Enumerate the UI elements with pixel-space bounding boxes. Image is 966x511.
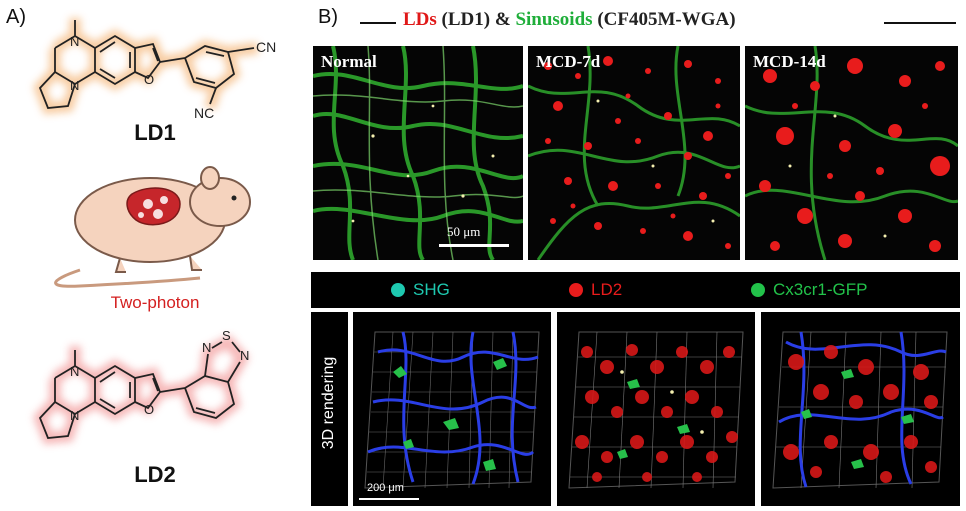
title-wga: (CF405M-WGA) — [592, 9, 736, 30]
render-mcd-7d-art — [568, 331, 744, 489]
ld2-label: LD2 — [134, 462, 176, 487]
ld1-n-ring: N — [70, 78, 79, 93]
ld1-oxygen: O — [144, 72, 154, 87]
two-photon-caption: Two-photon — [110, 293, 200, 312]
legend-gfp-label: Cx3cr1-GFP — [773, 280, 868, 299]
render-normal: 200 μm — [353, 312, 551, 506]
ld2-n-methyl: N — [70, 364, 79, 379]
title-sinusoids: Sinusoids — [515, 9, 593, 30]
channel-legend: SHG LD2 Cx3cr1-GFP — [311, 272, 960, 308]
micrograph-mcd-7d-label: MCD-7d — [536, 52, 601, 71]
micrograph-mcd-14d: MCD-14d — [745, 46, 958, 260]
ld2-sulfur: S — [222, 328, 231, 343]
ld1-cn-right: CN — [256, 39, 276, 55]
legend-gfp: Cx3cr1-GFP — [751, 280, 867, 300]
render-normal-art — [364, 331, 540, 489]
ld2-n-ring: N — [70, 408, 79, 423]
render-mcd-14d — [761, 312, 960, 506]
ld1-structure: N N O CN NC — [33, 18, 276, 121]
legend-ld2: LD2 — [569, 280, 622, 300]
panel-b-letter: B) — [318, 6, 338, 28]
rendering-label-box: 3D rendering — [311, 312, 348, 506]
render-mcd-14d-art — [772, 331, 948, 489]
header-line-right — [884, 22, 956, 24]
legend-ld2-dot — [569, 283, 583, 297]
rendering-label: 3D rendering — [320, 356, 337, 450]
render-scale-label: 200 μm — [367, 482, 404, 494]
ld1-n-methyl: N — [70, 34, 79, 49]
title-lds: LDs — [403, 9, 437, 30]
title-ld1: (LD1) & — [436, 9, 516, 30]
ld2-oxygen: O — [144, 402, 154, 417]
micrograph-mcd-14d-label: MCD-14d — [753, 52, 826, 71]
micrograph-scale-bar — [439, 244, 509, 247]
legend-shg: SHG — [391, 280, 450, 300]
mouse-illustration — [54, 166, 251, 288]
micrograph-normal: Normal 50 μm — [313, 46, 523, 260]
micrograph-mcd-7d-art — [528, 46, 740, 260]
render-scale-bar — [359, 498, 419, 500]
legend-gfp-dot — [751, 283, 765, 297]
micrograph-normal-label: Normal — [321, 52, 377, 71]
legend-shg-label: SHG — [413, 280, 450, 299]
ld2-n-left: N — [202, 340, 211, 355]
ld1-cn-bottom: NC — [194, 105, 214, 121]
legend-ld2-label: LD2 — [591, 280, 623, 299]
ld2-structure: N N O S N N — [33, 328, 249, 445]
render-mcd-7d — [557, 312, 755, 506]
micrograph-mcd-7d: MCD-7d — [528, 46, 740, 260]
micrograph-normal-art — [313, 46, 523, 260]
ld1-label: LD1 — [134, 120, 176, 145]
legend-shg-dot — [391, 283, 405, 297]
header-line-left — [360, 22, 396, 24]
micrograph-mcd-14d-art — [745, 46, 958, 260]
ld2-n-right: N — [240, 348, 249, 363]
panel-a-letter: A) — [6, 6, 26, 28]
micrograph-scale-label: 50 μm — [447, 224, 481, 239]
panel-b-title: LDs (LD1) & Sinusoids (CF405M-WGA) — [403, 9, 736, 31]
panel-a: A) — [0, 0, 300, 511]
